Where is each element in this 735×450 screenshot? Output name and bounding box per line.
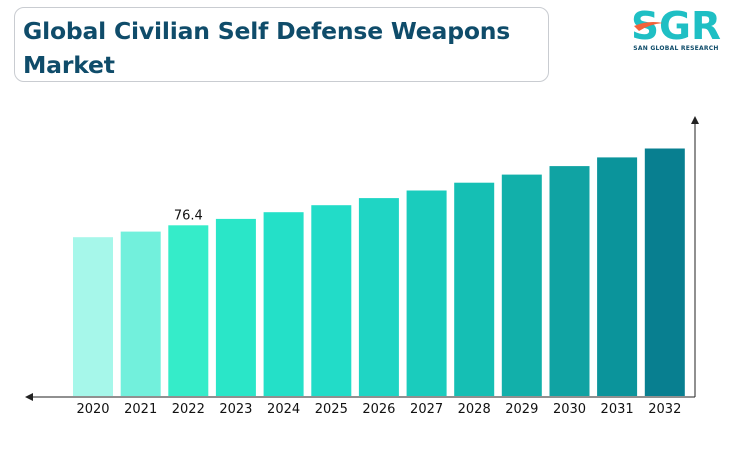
- x-tick-label-2028: 2028: [458, 402, 491, 417]
- data-label-2022: 76.4: [174, 208, 203, 223]
- logo-swoosh-icon: [634, 22, 663, 31]
- x-tick-label-2027: 2027: [410, 402, 443, 417]
- bar-2032: [644, 148, 685, 396]
- bar-2022: [168, 225, 209, 396]
- bars-group: [73, 148, 685, 396]
- x-tick-label-2031: 2031: [601, 402, 634, 417]
- sgr-logo: SGR SAN GLOBAL RESEARCH: [630, 6, 722, 52]
- bar-2027: [406, 190, 447, 396]
- x-tick-label-2029: 2029: [505, 402, 538, 417]
- x-tick-label-2022: 2022: [172, 402, 205, 417]
- bar-2026: [358, 198, 399, 396]
- x-tick-label-2020: 2020: [76, 402, 109, 417]
- page-title: Global Civilian Self Defense Weapons Mar…: [23, 17, 511, 79]
- logo-tagline: SAN GLOBAL RESEARCH: [633, 45, 719, 52]
- bar-2031: [597, 157, 638, 396]
- bar-2023: [215, 218, 256, 396]
- x-tick-label-2024: 2024: [267, 402, 300, 417]
- title-box: Global Civilian Self Defense Weapons Mar…: [14, 7, 549, 82]
- x-tick-label-2030: 2030: [553, 402, 586, 417]
- bar-2025: [311, 205, 352, 396]
- x-tick-label-2025: 2025: [315, 402, 348, 417]
- bar-2021: [120, 231, 161, 396]
- sgr-logo-mark: SGR: [631, 6, 721, 42]
- x-tick-label-2021: 2021: [124, 402, 157, 417]
- data-labels-group: 76.4: [174, 208, 203, 223]
- bar-2030: [549, 166, 590, 396]
- x-tick-label-2023: 2023: [219, 402, 252, 417]
- bar-2024: [263, 212, 304, 396]
- x-tick-label-2032: 2032: [648, 402, 681, 417]
- x-tick-label-2026: 2026: [362, 402, 395, 417]
- bar-2029: [501, 174, 542, 396]
- bar-2028: [454, 182, 495, 396]
- x-tick-labels-group: 2020 2021 2022 2023 2024 2025 2026 2027 2028 2029…: [76, 402, 681, 417]
- bar-2020: [73, 237, 113, 396]
